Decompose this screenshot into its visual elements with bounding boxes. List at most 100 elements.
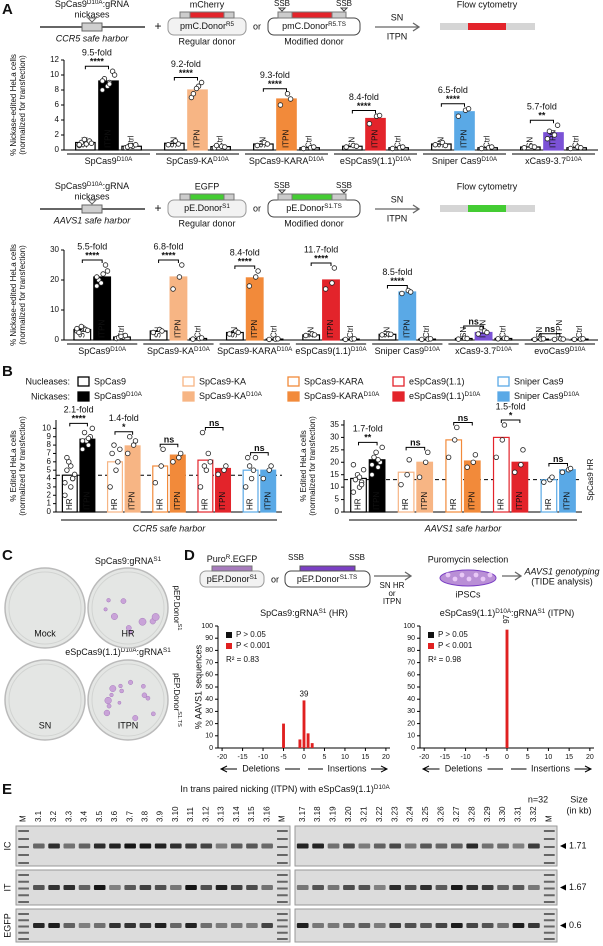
y-tick-label: 60 [205,672,213,679]
data-point [198,79,205,86]
y-tick-label: 10 [50,70,59,79]
x-tick-label: 15 [362,754,370,761]
superscript: D10A [87,181,104,188]
gel-band [528,885,540,890]
gel-band [93,885,106,890]
y-tick-label: 5 [335,495,340,504]
y-tick-label: 60 [407,672,415,679]
ladder-band [277,894,288,897]
bar-label: ITPN [371,130,380,148]
size-marker [560,922,566,929]
panel-label: E [2,781,12,798]
ladder-band [18,838,29,840]
gel-band [124,923,136,928]
label: SSB [336,181,352,190]
y-tick-label: 0 [47,507,52,516]
superscript: D10A [570,346,587,353]
ladder-band [277,931,288,934]
plate-label: Mock [34,628,56,638]
gel-band [154,923,167,928]
data-point [422,459,429,465]
text-part: pEP.Donor [207,574,250,584]
bar [306,733,310,748]
lane-label: 3.11 [186,806,195,822]
x-tick-label: 15 [565,754,573,761]
gel-band [48,923,60,928]
data-point [107,484,113,490]
label: Size [570,794,588,804]
y-tick-label: 8 [47,440,52,449]
data-point [379,332,385,338]
data-point [89,425,95,432]
x-axis-label: Insertions [327,763,367,773]
data-point [551,132,558,138]
cell-colony [480,576,486,582]
fold-label: 8.4-fold [230,247,260,257]
superscript: D10A [213,156,230,163]
data-point [71,471,78,478]
x-tick-label: -5 [483,754,489,761]
y-tick-label: 30 [330,433,339,442]
bar-label: HR [401,498,410,510]
lane-label: M [544,815,553,822]
colony [118,683,123,689]
superscript: S1.TS [340,574,358,581]
plate [87,567,169,649]
plate-rim [91,571,165,645]
ssb-marker [277,7,349,12]
x-axis-label: Insertions [531,763,571,773]
data-point [64,454,70,461]
bar-label: ITPN [549,130,558,148]
bar-label: SN [459,327,468,338]
readout-cassette [468,205,506,212]
y-tick-label: 0 [55,145,60,154]
data-point [520,447,526,453]
lane-label: 3.2 [49,810,58,822]
colony [125,625,132,631]
label: ITPN [387,213,408,223]
data-point [248,475,255,482]
text-part: pE.Donor [286,203,324,213]
y-axis-label: % Nickase-edited HeLa cells [9,244,18,346]
data-point [260,475,267,482]
superscript: D10A [121,647,138,654]
data-point [115,459,121,465]
significance-bracket [310,262,332,266]
gel-band [481,843,494,849]
bar-label: SN [525,137,534,148]
chart-title: eSpCas9(1.1)D10A:gRNAS1 (ITPN) [440,608,575,619]
gel [15,825,291,867]
colony [151,711,156,717]
label: pmC.DonorR5 [180,21,235,32]
gel-band [343,923,355,928]
data-point [201,463,208,469]
gel-band [404,923,417,928]
y-axis-label: (normalized for transfection) [18,416,27,516]
value-label: 97 [502,614,511,623]
data-point [559,469,566,475]
significance: ** [538,111,546,121]
significance: **** [90,57,105,67]
label: ITPN [387,31,408,41]
text-part: :gRNA [103,0,130,9]
bar-label: Ctrl [483,135,492,148]
y-tick-label: 0 [55,335,60,344]
superscript: D10A [566,156,583,163]
panel-label: A [2,1,13,18]
significance: **** [446,94,461,104]
y-tick-label: 100 [201,623,213,630]
gel [15,908,291,943]
readout-cassette [468,23,506,30]
bar [302,700,306,748]
legend-label: Sniper Cas9 [514,376,564,386]
significance-bracket [351,110,376,114]
significance-bracket [159,443,179,448]
label: Flow cytometry [457,181,518,191]
text-part: SpCas9-KARA [304,391,364,401]
ladder-band [543,887,555,890]
label: Regular donor [178,218,235,228]
bar-label: Ctrl [193,325,202,338]
y-tick-label: 10 [50,305,59,314]
legend-swatch [497,391,510,402]
text-part: :gRNA [511,608,538,618]
